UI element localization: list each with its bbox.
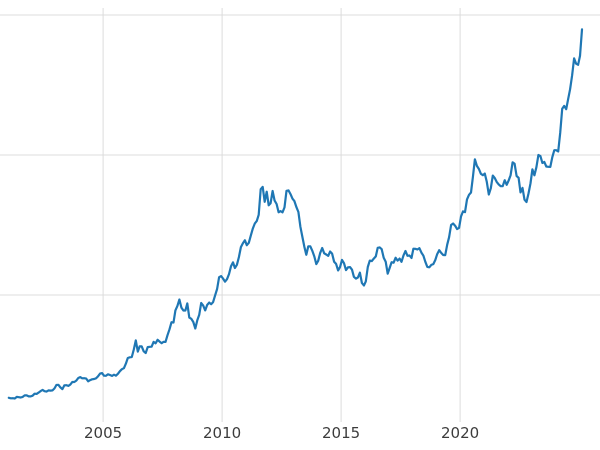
plot-area — [0, 8, 600, 422]
x-tick-label: 2005 — [84, 424, 123, 442]
x-axis: 2005 2010 2015 2020 — [0, 422, 600, 450]
price-line-series — [7, 28, 584, 400]
x-tick-label: 2010 — [203, 424, 242, 442]
x-tick-label: 2020 — [441, 424, 480, 442]
x-tick-label: 2015 — [322, 424, 361, 442]
